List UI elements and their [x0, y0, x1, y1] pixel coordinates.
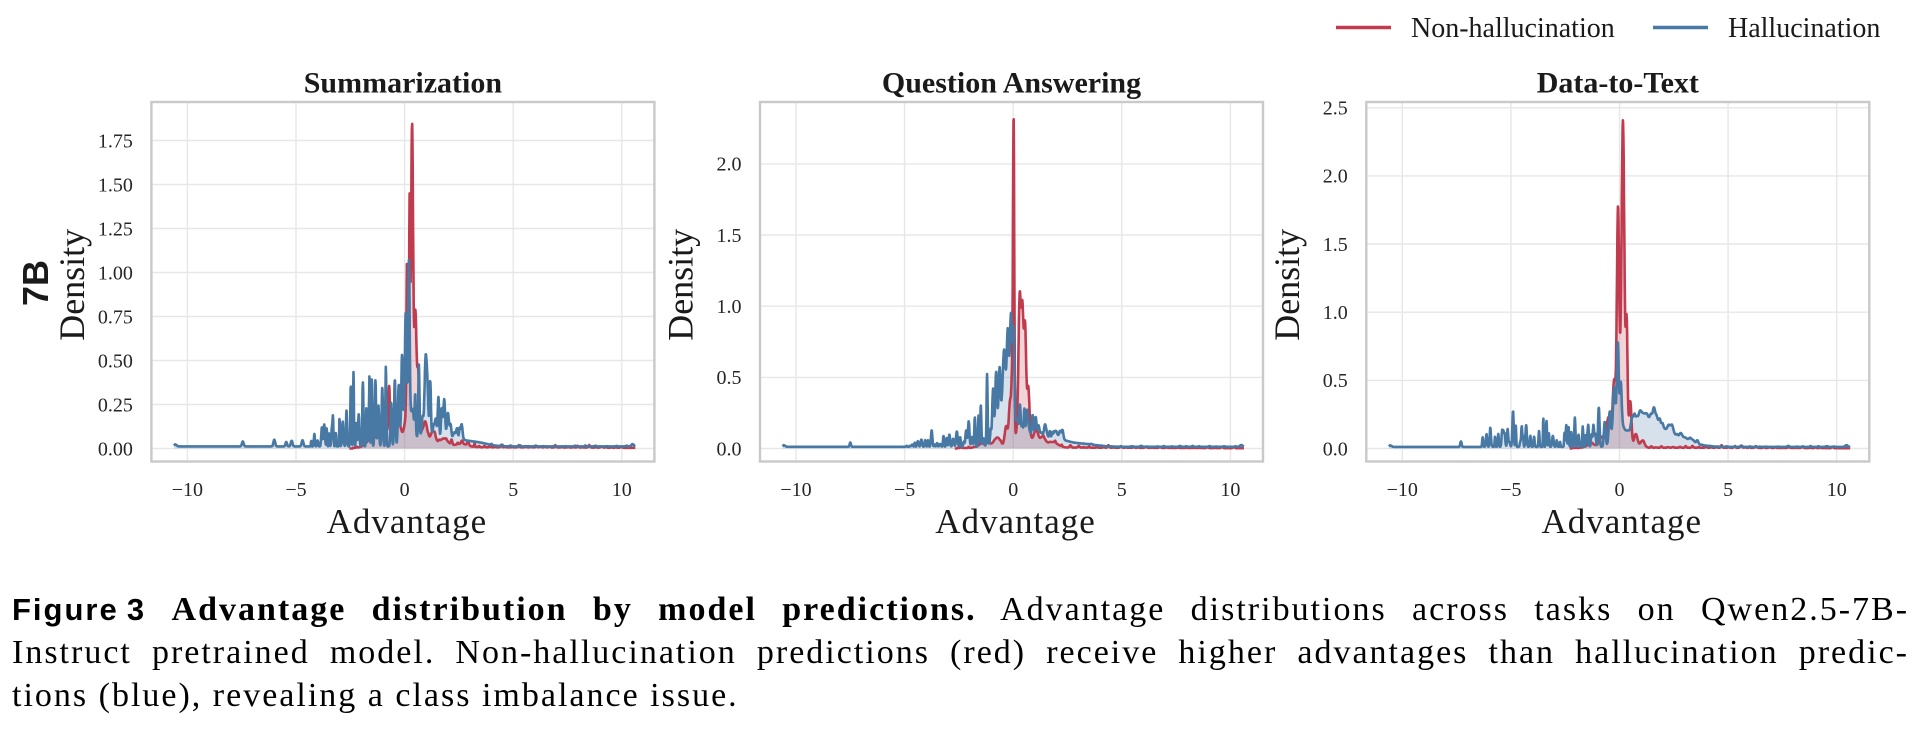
svg-text:1.0: 1.0 [717, 296, 742, 318]
svg-text:5: 5 [508, 479, 518, 501]
svg-text:−5: −5 [894, 479, 915, 501]
svg-text:0.5: 0.5 [717, 367, 742, 389]
svg-text:−10: −10 [172, 479, 203, 501]
svg-text:0: 0 [1008, 479, 1018, 501]
svg-text:Advantage: Advantage [1541, 502, 1702, 541]
svg-text:1.5: 1.5 [717, 225, 742, 247]
svg-text:10: 10 [612, 479, 632, 501]
svg-text:−10: −10 [1387, 479, 1418, 501]
svg-text:−5: −5 [285, 479, 306, 501]
svg-text:1.5: 1.5 [1323, 234, 1348, 256]
svg-text:0.0: 0.0 [1323, 438, 1348, 460]
svg-text:0.75: 0.75 [98, 306, 133, 328]
svg-text:1.75: 1.75 [98, 130, 133, 152]
svg-text:1.00: 1.00 [98, 262, 133, 284]
svg-text:−10: −10 [780, 479, 811, 501]
svg-text:0.0: 0.0 [717, 438, 742, 460]
svg-text:1.25: 1.25 [98, 218, 133, 240]
svg-text:Question Answering: Question Answering [882, 67, 1141, 100]
svg-text:2.5: 2.5 [1323, 98, 1348, 120]
svg-text:2.0: 2.0 [1323, 166, 1348, 188]
svg-text:Density: Density [661, 229, 701, 341]
svg-text:1.50: 1.50 [98, 174, 133, 196]
svg-text:Hallucination: Hallucination [1728, 13, 1880, 44]
svg-text:10: 10 [1827, 479, 1847, 501]
svg-text:Advantage: Advantage [935, 502, 1096, 541]
svg-text:0.50: 0.50 [98, 350, 133, 372]
svg-text:Advantage: Advantage [327, 502, 488, 541]
svg-text:0.5: 0.5 [1323, 370, 1348, 392]
svg-text:0.00: 0.00 [98, 438, 133, 460]
svg-text:0.25: 0.25 [98, 394, 133, 416]
svg-text:10: 10 [1220, 479, 1240, 501]
svg-text:0: 0 [400, 479, 410, 501]
svg-text:Density: Density [1267, 229, 1307, 341]
svg-text:1.0: 1.0 [1323, 302, 1348, 324]
svg-text:−5: −5 [1500, 479, 1521, 501]
svg-text:0: 0 [1615, 479, 1625, 501]
svg-text:Data-to-Text: Data-to-Text [1537, 67, 1699, 100]
svg-text:Summarization: Summarization [304, 67, 503, 100]
svg-text:Non-hallucination: Non-hallucination [1411, 13, 1615, 44]
svg-text:5: 5 [1723, 479, 1733, 501]
svg-text:7B: 7B [15, 260, 56, 306]
svg-text:2.0: 2.0 [717, 154, 742, 176]
svg-text:Density: Density [52, 229, 92, 341]
svg-text:5: 5 [1117, 479, 1127, 501]
